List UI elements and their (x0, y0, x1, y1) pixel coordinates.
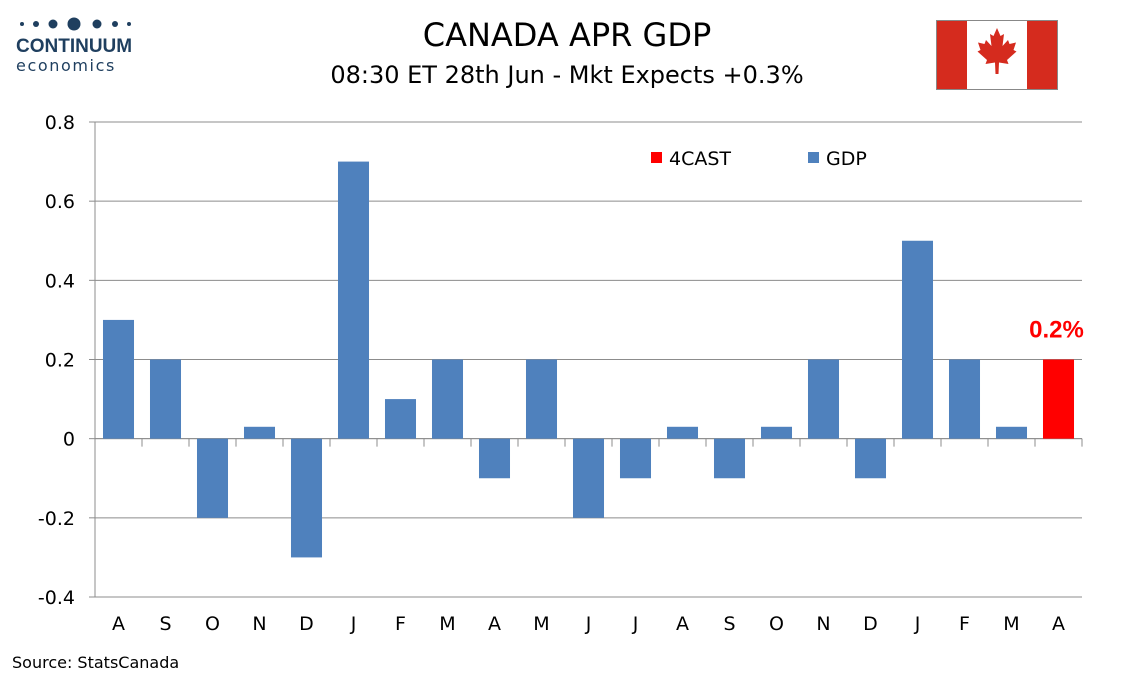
gdp-bar (760, 426, 793, 439)
legend-swatch (808, 152, 819, 163)
x-tick-label: J (350, 613, 357, 635)
continuum-logo: CONTINUUM economics (14, 14, 144, 78)
gdp-bar (854, 438, 887, 479)
x-tick-label: A (112, 613, 125, 635)
gdp-bar (713, 438, 746, 479)
gdp-bar (149, 359, 182, 439)
legend-label: 4CAST (669, 148, 731, 170)
x-tick-label: J (632, 613, 639, 635)
gdp-bar (995, 426, 1028, 439)
x-tick-label: M (1003, 613, 1019, 635)
labels: -0.4 -0.2 0 0.2 0.4 0.6 0.8 A S O N D J F M A M J J A S O N D J F… (38, 112, 1084, 635)
x-tick-label: O (205, 613, 220, 635)
x-tick-label: A (1052, 613, 1065, 635)
logo-dots-icon (20, 17, 131, 31)
gdp-bar (572, 438, 605, 518)
y-tick-label: -0.2 (38, 508, 75, 530)
x-tick-label: D (863, 613, 878, 635)
legend: 4CAST GDP (651, 148, 867, 170)
y-tick-label: 0.2 (45, 350, 75, 372)
gdp-bar (196, 438, 229, 518)
x-tick-label: N (252, 613, 266, 635)
gdp-bar (807, 359, 840, 439)
x-tick-label: J (914, 613, 921, 635)
gdp-bar (431, 359, 464, 439)
x-tick-label: S (723, 613, 735, 635)
source-note: Source: StatsCanada (12, 653, 180, 672)
gdp-bar (102, 319, 135, 439)
forecast-bar (1042, 359, 1075, 439)
gdp-bar (901, 240, 934, 439)
maple-leaf-icon (977, 28, 1017, 74)
gdp-bar (525, 359, 558, 439)
gdp-bar (478, 438, 511, 479)
y-tick-label: 0.6 (45, 191, 75, 213)
logo-text-top: CONTINUUM (16, 36, 133, 57)
gdp-bar (290, 438, 323, 558)
x-tick-label: A (676, 613, 689, 635)
gdp-bar (243, 426, 276, 439)
x-tick-label: S (159, 613, 171, 635)
gdp-bar (948, 359, 981, 439)
x-tick-label: F (395, 613, 406, 635)
x-tick-label: N (816, 613, 830, 635)
gdp-bar (619, 438, 652, 479)
y-tick-label: 0 (63, 429, 75, 451)
y-tick-label: -0.4 (38, 587, 75, 609)
flag-right-band (1027, 21, 1057, 89)
grid-lines (95, 121, 1082, 598)
y-tick-label: 0.4 (45, 270, 75, 292)
x-tick-label: F (959, 613, 970, 635)
x-tick-label: M (533, 613, 549, 635)
canada-flag-icon (936, 20, 1058, 90)
forecast-data-label: 0.2% (1029, 317, 1084, 344)
flag-left-band (937, 21, 967, 89)
x-tick-label: M (439, 613, 455, 635)
chart-title: CANADA APR GDP (422, 16, 712, 54)
bars (102, 161, 1075, 558)
y-tick-label: 0.8 (45, 112, 75, 134)
chart-subtitle: 08:30 ET 28th Jun - Mkt Expects +0.3% (330, 61, 804, 89)
x-tick-label: O (769, 613, 784, 635)
gdp-bar (384, 399, 417, 439)
logo-text-bottom: economics (16, 56, 116, 75)
x-tick-label: J (585, 613, 592, 635)
legend-swatch (651, 152, 662, 163)
x-tick-label: D (299, 613, 314, 635)
x-tick-label: A (488, 613, 501, 635)
legend-label: GDP (826, 148, 867, 170)
gdp-bar (666, 426, 699, 439)
gdp-bar (337, 161, 370, 439)
